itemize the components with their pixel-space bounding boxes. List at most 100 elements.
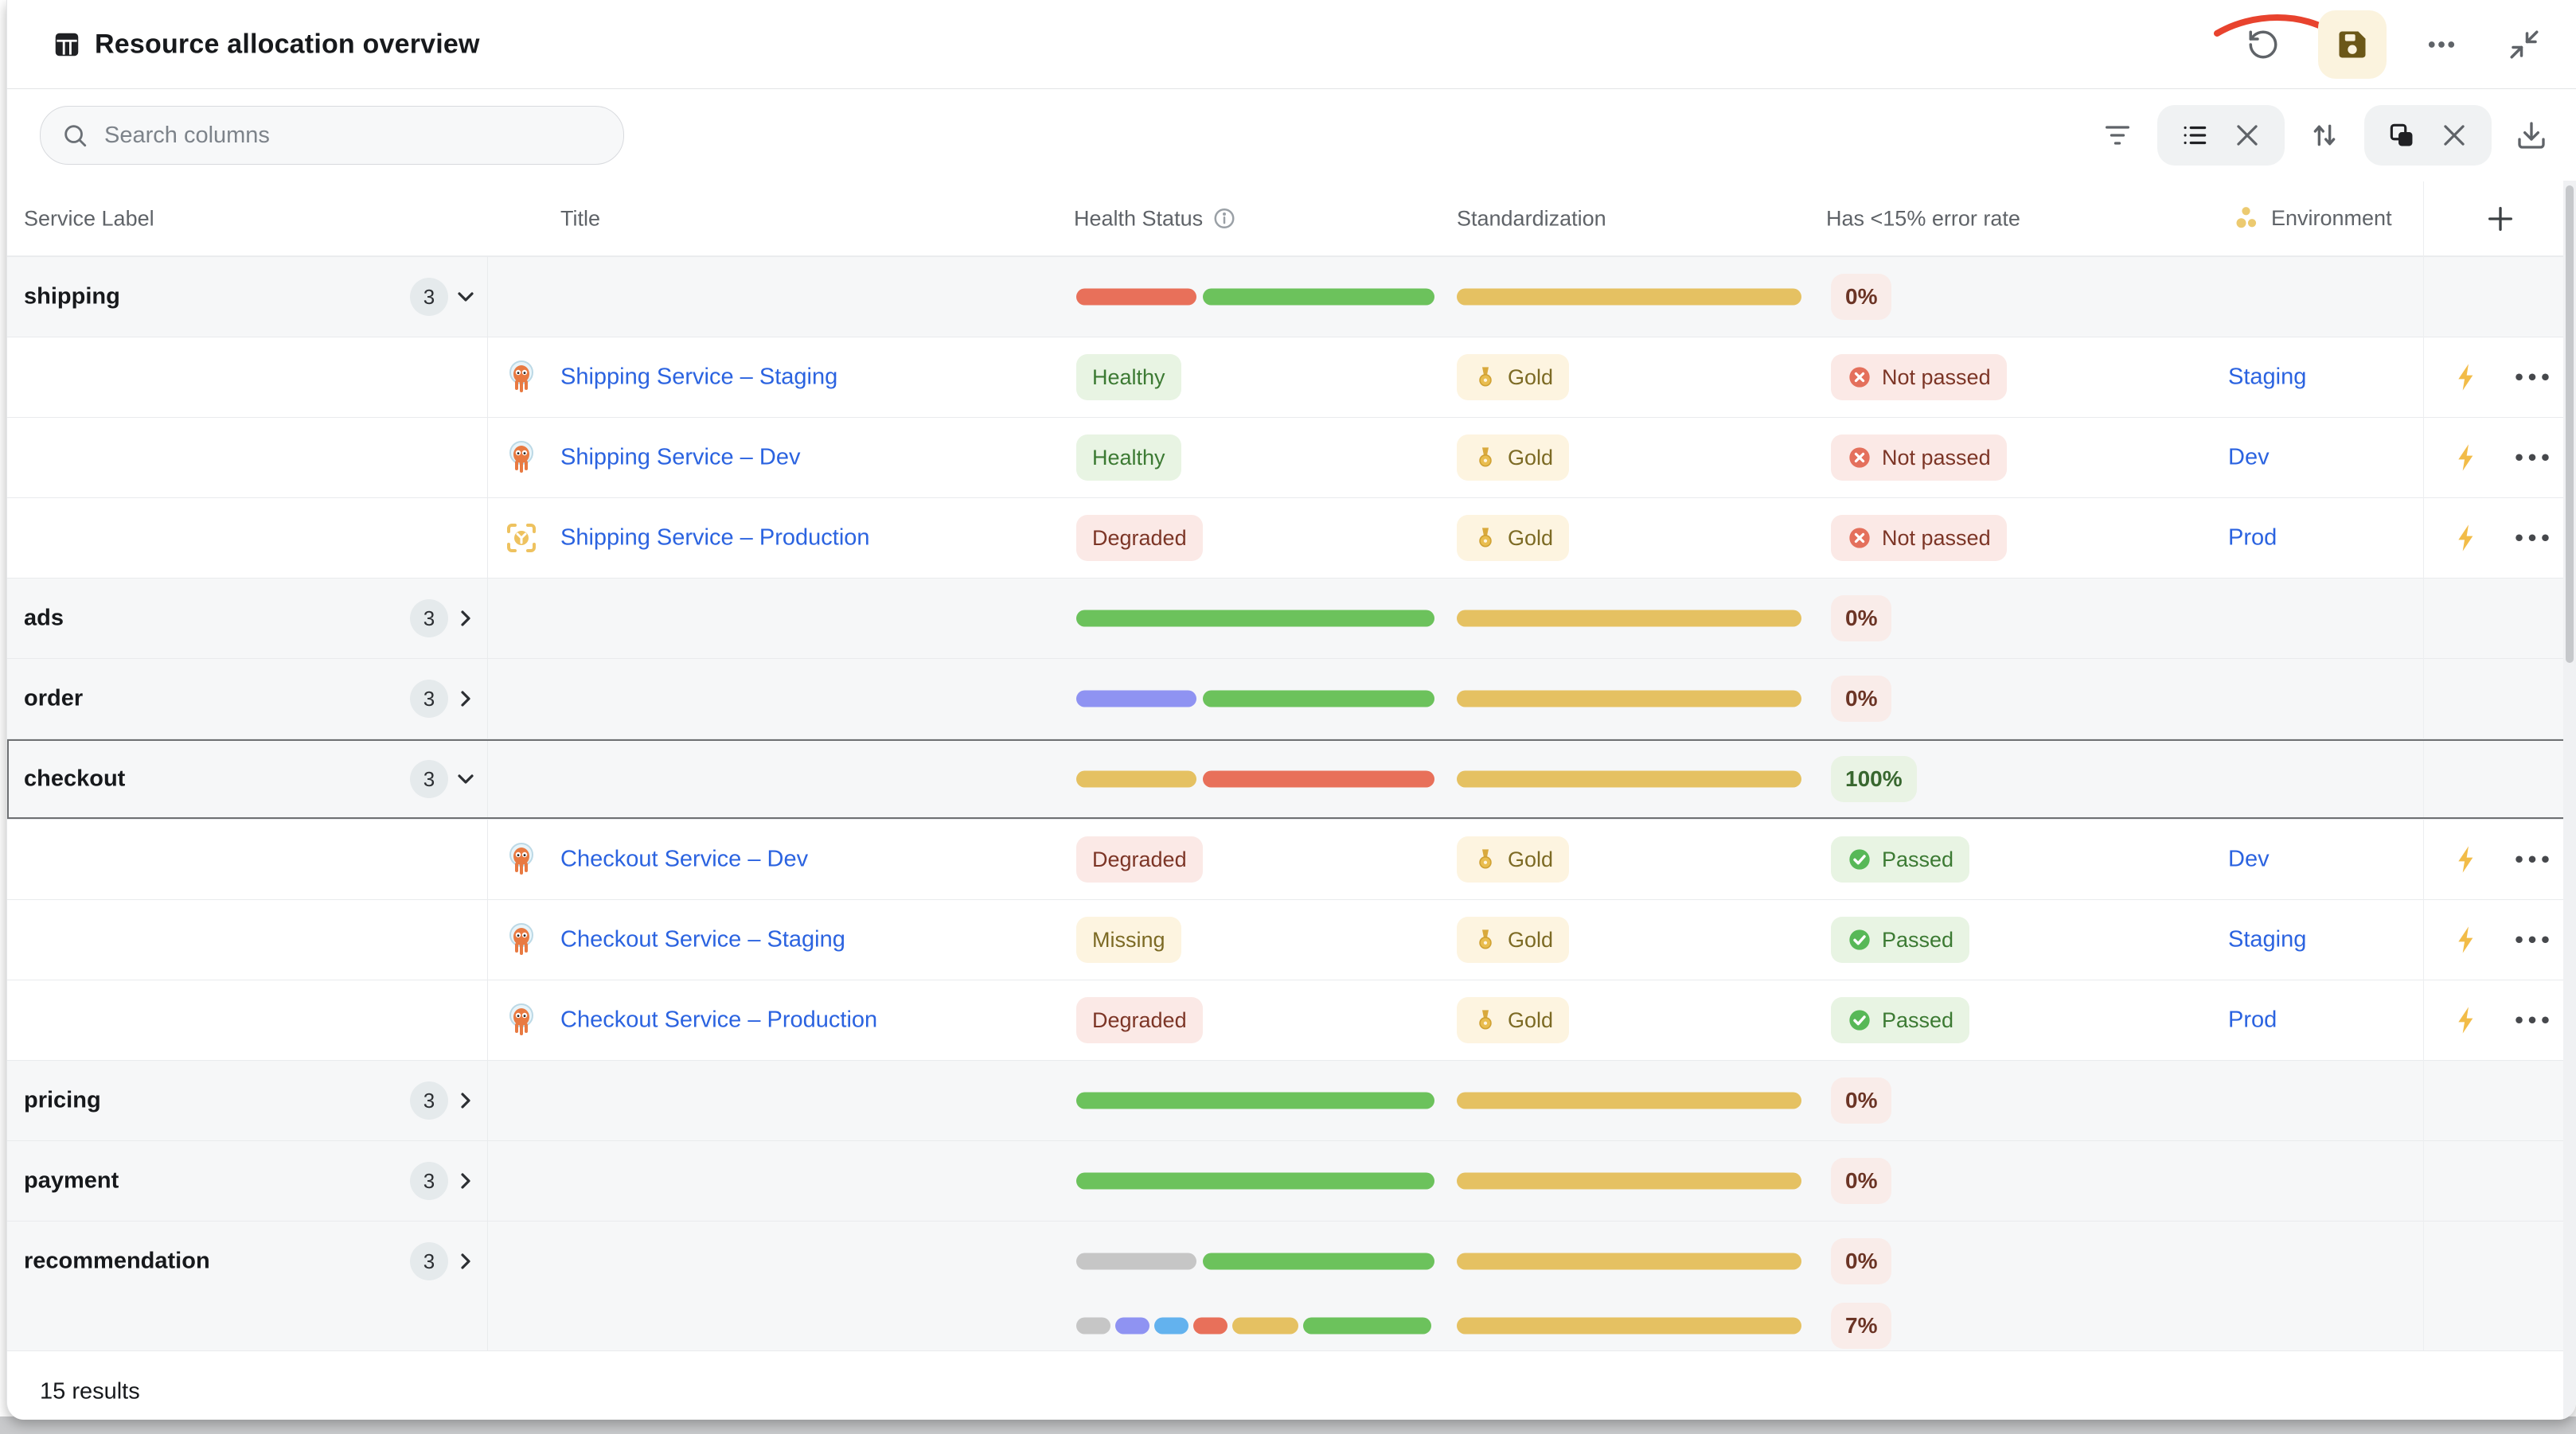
- expand-group-chevron[interactable]: [453, 686, 478, 711]
- environment-link[interactable]: Prod: [2228, 525, 2277, 551]
- clear-group-by-icon[interactable]: [2439, 120, 2469, 150]
- group-label: order: [24, 686, 83, 712]
- group-row-order[interactable]: order30%: [7, 658, 2576, 738]
- row-menu-button[interactable]: [2510, 844, 2555, 875]
- row-menu-button[interactable]: [2510, 522, 2555, 554]
- column-health-status[interactable]: Health Status: [1074, 206, 1236, 231]
- service-title-link[interactable]: Checkout Service – Staging: [560, 927, 845, 953]
- row-menu-button[interactable]: [2510, 924, 2555, 956]
- service-row: Checkout Service – ProductionDegraded Go…: [7, 980, 2576, 1060]
- standardization-bar: [1457, 1173, 1801, 1190]
- quick-action-button[interactable]: [2451, 1004, 2483, 1036]
- row-menu-button[interactable]: [2510, 1004, 2555, 1036]
- info-icon[interactable]: [1212, 207, 1236, 231]
- collapse-group-chevron[interactable]: [453, 766, 478, 792]
- column-error-rate[interactable]: Has <15% error rate: [1826, 206, 2020, 231]
- quick-action-button[interactable]: [2451, 924, 2483, 956]
- collapse-group-chevron[interactable]: [453, 284, 478, 310]
- environment-link[interactable]: Prod: [2228, 1007, 2277, 1034]
- medal-icon: [1473, 847, 1498, 872]
- environment-link[interactable]: Dev: [2228, 445, 2270, 471]
- error-rate-badge: 7%: [1831, 1303, 1891, 1349]
- sort-icon[interactable]: [2309, 119, 2340, 151]
- add-column-button[interactable]: [2478, 197, 2523, 241]
- group-row-pricing[interactable]: pricing30%: [7, 1060, 2576, 1140]
- quick-action-button[interactable]: [2451, 442, 2483, 473]
- health-status-chip: Missing: [1076, 917, 1181, 963]
- bar-segment-green: [1203, 289, 1434, 306]
- environment-link[interactable]: Staging: [2228, 364, 2306, 391]
- quick-action-button[interactable]: [2451, 361, 2483, 393]
- group-row-shipping[interactable]: shipping30%: [7, 256, 2576, 337]
- filter-icon[interactable]: [2102, 119, 2133, 151]
- expand-group-chevron[interactable]: [453, 1249, 478, 1274]
- circle-check-icon: [1847, 927, 1872, 953]
- circle-x-icon: [1847, 525, 1872, 551]
- group-label: pricing: [24, 1088, 101, 1114]
- bar-segment-gold: [1457, 691, 1801, 707]
- bar-segment-gold: [1457, 1318, 1801, 1335]
- row-menu-button[interactable]: [2510, 442, 2555, 473]
- column-standardization[interactable]: Standardization: [1457, 206, 1606, 231]
- column-environment[interactable]: Environment: [2233, 205, 2392, 233]
- total-row: 7%: [7, 1301, 2576, 1350]
- bar-segment-green: [1076, 610, 1434, 627]
- service-title-link[interactable]: Checkout Service – Dev: [560, 847, 808, 873]
- results-footer: 15 results: [7, 1350, 2576, 1420]
- group-row-ads[interactable]: ads30%: [7, 578, 2576, 658]
- service-title-link[interactable]: Shipping Service – Production: [560, 525, 870, 551]
- vertical-scrollbar[interactable]: [2563, 181, 2576, 1420]
- group-count-badge: 3: [410, 278, 448, 316]
- row-grouping-pill[interactable]: [2157, 105, 2285, 166]
- health-status-bar: [1076, 610, 1434, 627]
- standardization-chip: Gold: [1457, 917, 1569, 963]
- health-status-bar: [1076, 289, 1434, 306]
- environment-link[interactable]: Dev: [2228, 847, 2270, 873]
- service-title-link[interactable]: Shipping Service – Staging: [560, 364, 837, 391]
- scrollbar-thumb[interactable]: [2566, 185, 2574, 663]
- standardization-bar: [1457, 691, 1801, 707]
- download-icon[interactable]: [2516, 119, 2547, 151]
- service-title-link[interactable]: Checkout Service – Production: [560, 1007, 877, 1034]
- column-title[interactable]: Title: [560, 206, 600, 231]
- data-grid: Service Label Title Health Status Standa…: [7, 181, 2576, 1350]
- expand-group-chevron[interactable]: [453, 606, 478, 631]
- clear-grouping-icon[interactable]: [2232, 120, 2262, 150]
- octopus-avatar-icon: [502, 1001, 541, 1039]
- actions-column-divider: [2423, 181, 2424, 1350]
- bar-segment-green: [1203, 691, 1434, 707]
- group-row-payment[interactable]: payment30%: [7, 1140, 2576, 1221]
- search-input[interactable]: [103, 122, 603, 150]
- error-rate-chip: Passed: [1831, 997, 1969, 1043]
- group-row-checkout[interactable]: checkout3100%: [7, 738, 2576, 819]
- row-menu-button[interactable]: [2510, 361, 2555, 393]
- service-title-link[interactable]: Shipping Service – Dev: [560, 445, 800, 471]
- page-title: Resource allocation overview: [95, 29, 480, 60]
- table-body: shipping30% Shipping Service – StagingHe…: [7, 256, 2576, 1350]
- error-rate-chip: Not passed: [1831, 434, 2007, 481]
- service-row: Shipping Service – StagingHealthy Gold N…: [7, 337, 2576, 417]
- expand-group-chevron[interactable]: [453, 1088, 478, 1113]
- group-by-pill[interactable]: [2364, 105, 2492, 166]
- bar-segment-green: [1076, 1173, 1434, 1190]
- quick-action-button[interactable]: [2451, 522, 2483, 554]
- copy-icon: [2387, 120, 2417, 150]
- environment-link[interactable]: Staging: [2228, 927, 2306, 953]
- group-row-recommendation[interactable]: recommendation30%: [7, 1221, 2576, 1301]
- plus-icon: [2484, 203, 2516, 235]
- save-button[interactable]: [2318, 10, 2387, 79]
- collapse-button[interactable]: [2496, 17, 2552, 72]
- chevron-right-icon: [453, 686, 478, 711]
- group-count-badge: 3: [410, 680, 448, 718]
- more-options-button[interactable]: [2414, 17, 2469, 72]
- column-service-label[interactable]: Service Label: [24, 206, 154, 231]
- circle-x-icon: [1847, 364, 1872, 390]
- bar-segment-red: [1193, 1318, 1228, 1335]
- quick-action-button[interactable]: [2451, 844, 2483, 875]
- undo-button[interactable]: [2235, 17, 2291, 72]
- search-box[interactable]: [40, 106, 624, 165]
- window-actions: [2235, 0, 2552, 88]
- standardization-chip: Gold: [1457, 836, 1569, 883]
- expand-group-chevron[interactable]: [453, 1168, 478, 1194]
- bar-segment-gray: [1076, 1253, 1196, 1270]
